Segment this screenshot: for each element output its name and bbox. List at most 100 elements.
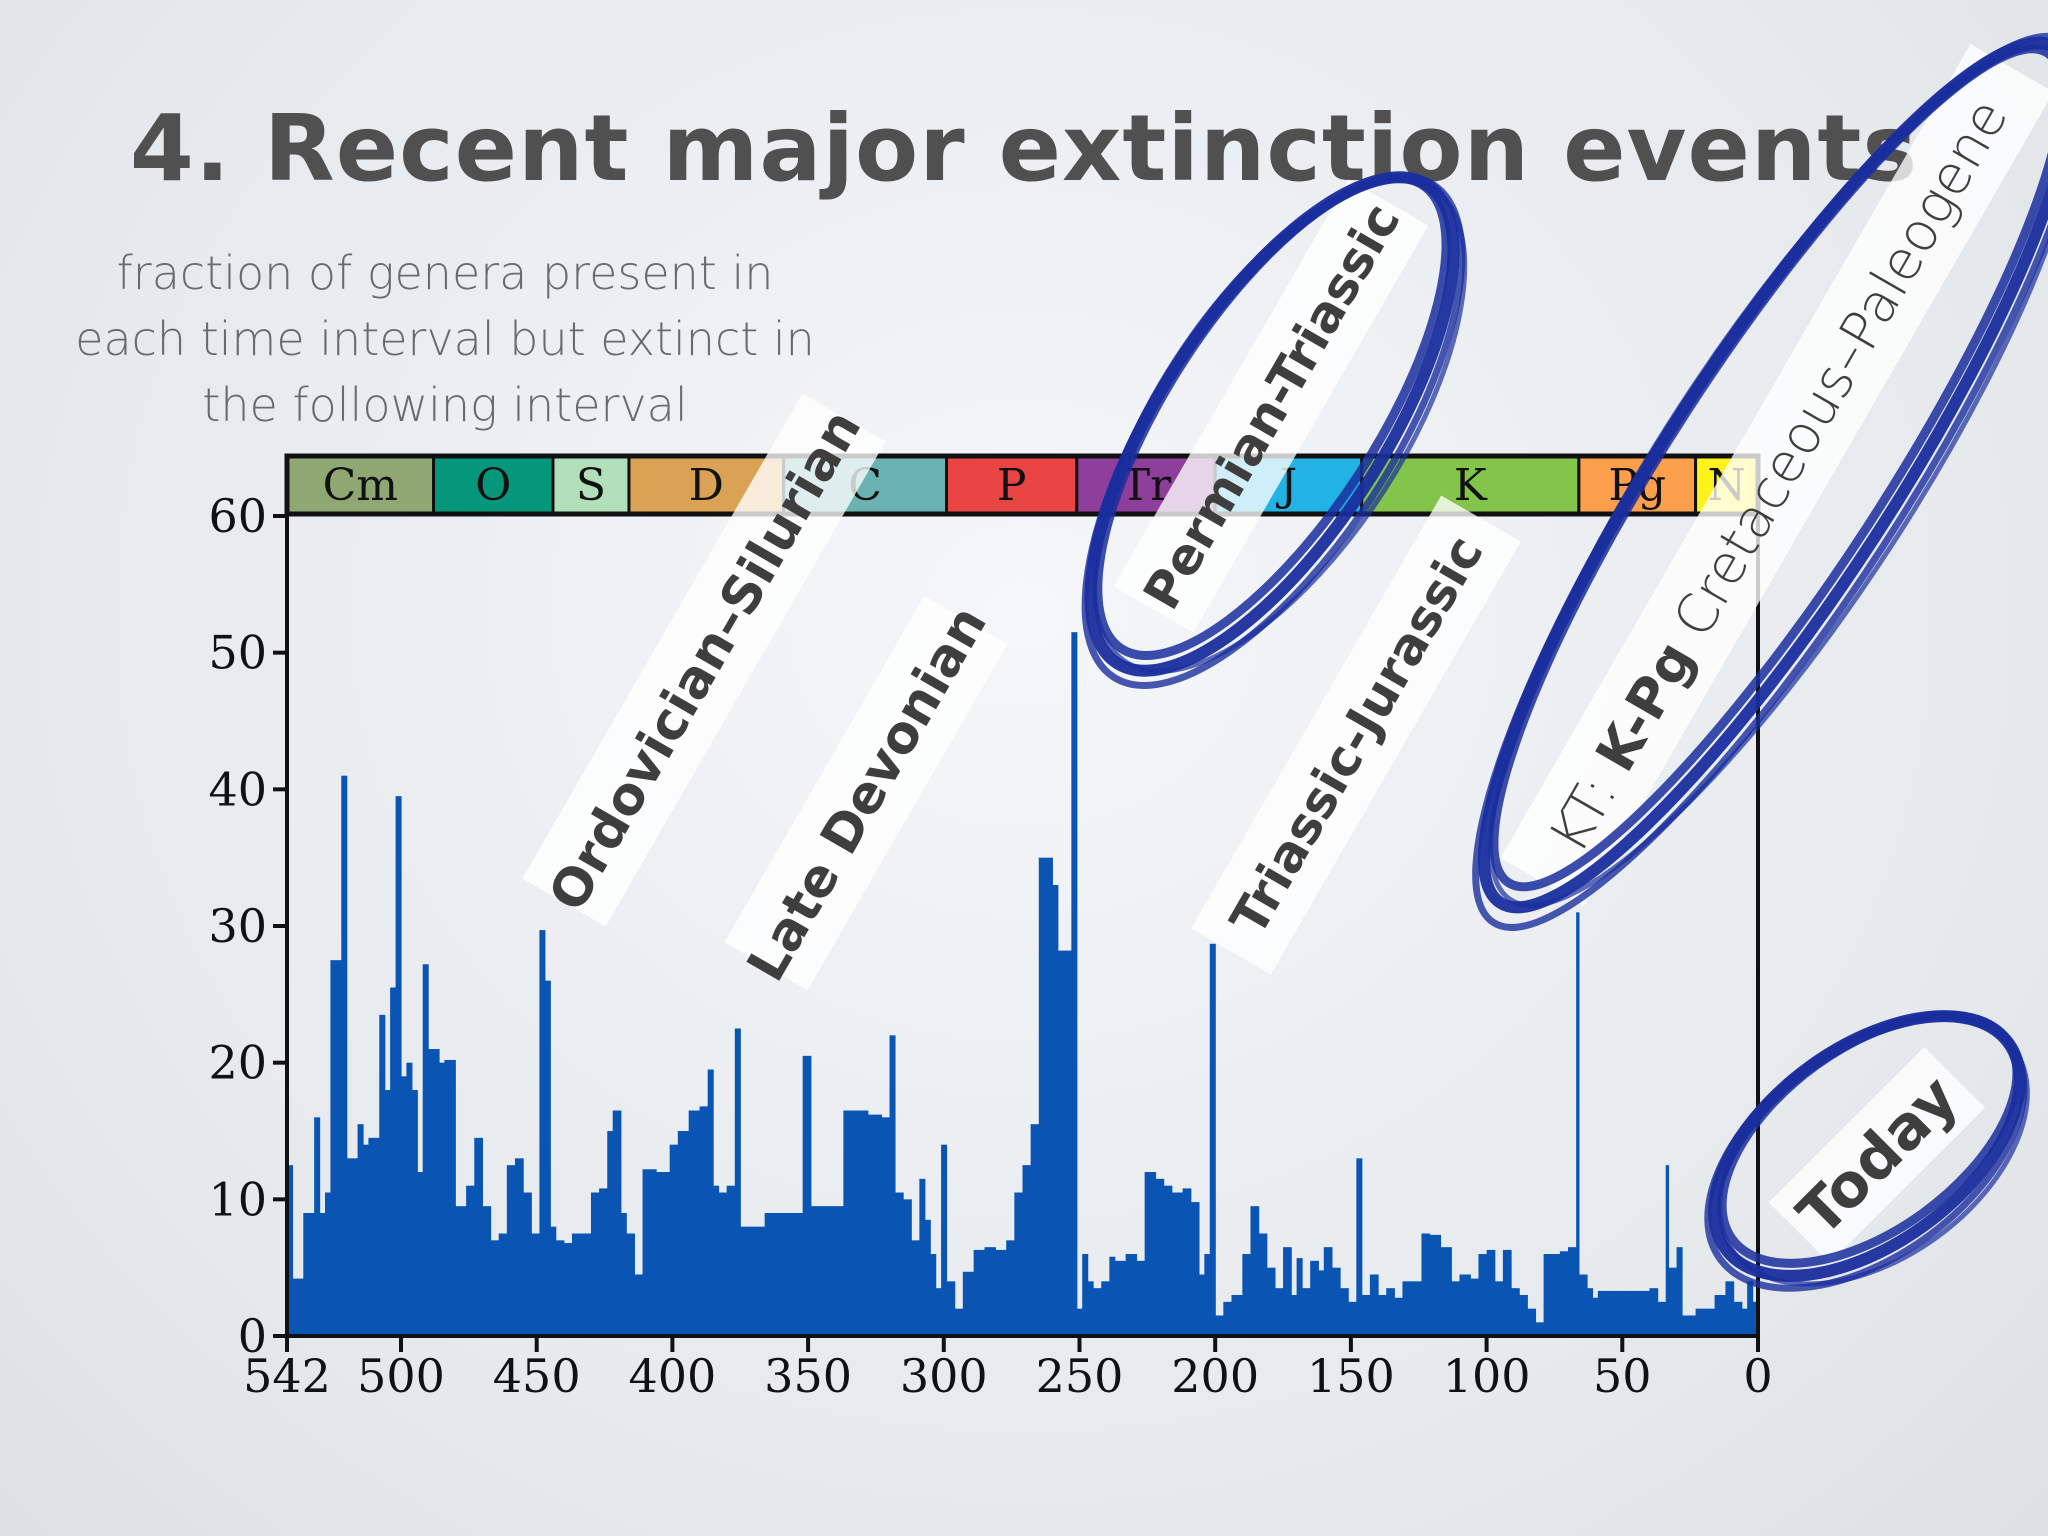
extinction-bar [1038, 857, 1045, 1336]
extinction-bar [669, 1144, 679, 1336]
extinction-bar [580, 1233, 592, 1336]
extinction-bar [324, 1192, 332, 1336]
extinction-bar [490, 1240, 500, 1336]
x-tick-label: 300 [900, 1349, 988, 1403]
extinction-bar [1394, 1297, 1404, 1336]
extinction-bar [523, 1192, 532, 1336]
extinction-bar [531, 1233, 541, 1336]
extinction-bar [599, 1188, 608, 1336]
annotation-text: Late Devonian [736, 596, 999, 991]
extinction-bar [1486, 1249, 1496, 1336]
extinction-bar [903, 1199, 912, 1336]
extinction-bar [612, 1110, 622, 1336]
x-tick-label: 150 [1307, 1349, 1395, 1403]
extinction-bar [1087, 1281, 1094, 1336]
extinction-bar [417, 1172, 424, 1336]
extinction-bar [438, 1062, 446, 1336]
extinction-bar [1283, 1247, 1292, 1336]
extinction-bar [1006, 1240, 1015, 1336]
extinction-bar [506, 1165, 516, 1336]
extinction-bar [791, 1213, 804, 1336]
extinction-bar [707, 1069, 714, 1336]
extinction-bar [539, 930, 546, 1336]
extinction-bar [1331, 1267, 1341, 1336]
extinction-bar [1071, 632, 1078, 1336]
extinction-bar [867, 1114, 882, 1336]
extinction-bar [1266, 1267, 1276, 1336]
subtitle-line: fraction of genera present in [116, 246, 774, 300]
extinction-bar [1421, 1233, 1431, 1336]
extinction-bar [1551, 1254, 1561, 1336]
subtitle-line: the following interval [202, 378, 688, 432]
extinction-bar [1622, 1290, 1637, 1336]
extinction-bar [1597, 1290, 1607, 1336]
extinction-bar [1190, 1202, 1200, 1336]
extinction-bar [1204, 1254, 1211, 1336]
extinction-bar [1649, 1288, 1659, 1336]
extinction-bar [1543, 1254, 1553, 1336]
extinction-bar [642, 1169, 657, 1336]
extinction-bar [1076, 1308, 1083, 1336]
today-circle [1704, 1010, 2030, 1292]
extinction-bar [550, 1226, 557, 1336]
extinction-bar [1258, 1233, 1268, 1336]
marker-stroke [1488, 44, 2048, 908]
extinction-bar [368, 1137, 380, 1336]
marker-stroke [1472, 32, 2048, 931]
extinction-bar [889, 1035, 896, 1336]
extinction-bar [1318, 1270, 1325, 1336]
extinction-bar [818, 1206, 831, 1336]
permian-triassic-circle [1081, 171, 1468, 689]
extinction-bar [1044, 857, 1053, 1336]
x-tick-label: 200 [1171, 1349, 1259, 1403]
extinction-bar [1527, 1308, 1537, 1336]
extinction-bar [1348, 1301, 1357, 1336]
extinction-bar [1714, 1295, 1727, 1336]
subtitle: fraction of genera present in each time … [60, 240, 830, 438]
extinction-bar [1082, 1254, 1089, 1336]
y-tick-label: 50 [208, 626, 267, 680]
extinction-bar [843, 1110, 855, 1336]
extinction-bar [1340, 1288, 1349, 1336]
extinction-bar [1682, 1315, 1691, 1336]
extinction-bar [1163, 1185, 1173, 1336]
extinction-bar [919, 1178, 926, 1336]
extinction-bar [984, 1247, 996, 1336]
extinction-bar [995, 1249, 1007, 1336]
marker-circles [1081, 32, 2048, 1292]
extinction-bar [390, 987, 397, 1336]
extinction-bar [1215, 1315, 1224, 1336]
extinction-bar [954, 1308, 964, 1336]
extinction-bar [783, 1213, 793, 1336]
extinction-bar [1386, 1288, 1395, 1336]
extinction-bar [626, 1233, 635, 1336]
extinction-bar [924, 1219, 931, 1336]
extinction-bar [1568, 1247, 1577, 1336]
extinction-bar [1402, 1281, 1412, 1336]
extinction-bar [802, 1055, 812, 1336]
extinction-bar [1559, 1251, 1569, 1336]
x-tick-label: 500 [357, 1349, 445, 1403]
period-label: O [475, 460, 511, 511]
extinction-bar [482, 1206, 492, 1336]
extinction-bar [555, 1240, 565, 1336]
extinction-bar [1063, 950, 1072, 1336]
x-tick-label: 350 [764, 1349, 852, 1403]
extinction-bar [1291, 1295, 1298, 1336]
extinction-bar [829, 1206, 844, 1336]
extinction-bar [1125, 1254, 1138, 1336]
extinction-bar [444, 1059, 456, 1336]
extinction-bar [1014, 1192, 1024, 1336]
period-label: D [689, 460, 724, 511]
extinction-bar [1665, 1165, 1670, 1336]
extinction-bar [881, 1117, 891, 1336]
extinction-bar [810, 1206, 820, 1336]
extinction-bar [946, 1281, 956, 1336]
label-background [724, 595, 1008, 991]
extinction-bar [894, 1192, 904, 1336]
extinction-bar [1109, 1256, 1116, 1336]
y-tick-label: 30 [208, 899, 267, 953]
extinction-bar [1323, 1247, 1333, 1336]
extinction-bar [1440, 1247, 1452, 1336]
